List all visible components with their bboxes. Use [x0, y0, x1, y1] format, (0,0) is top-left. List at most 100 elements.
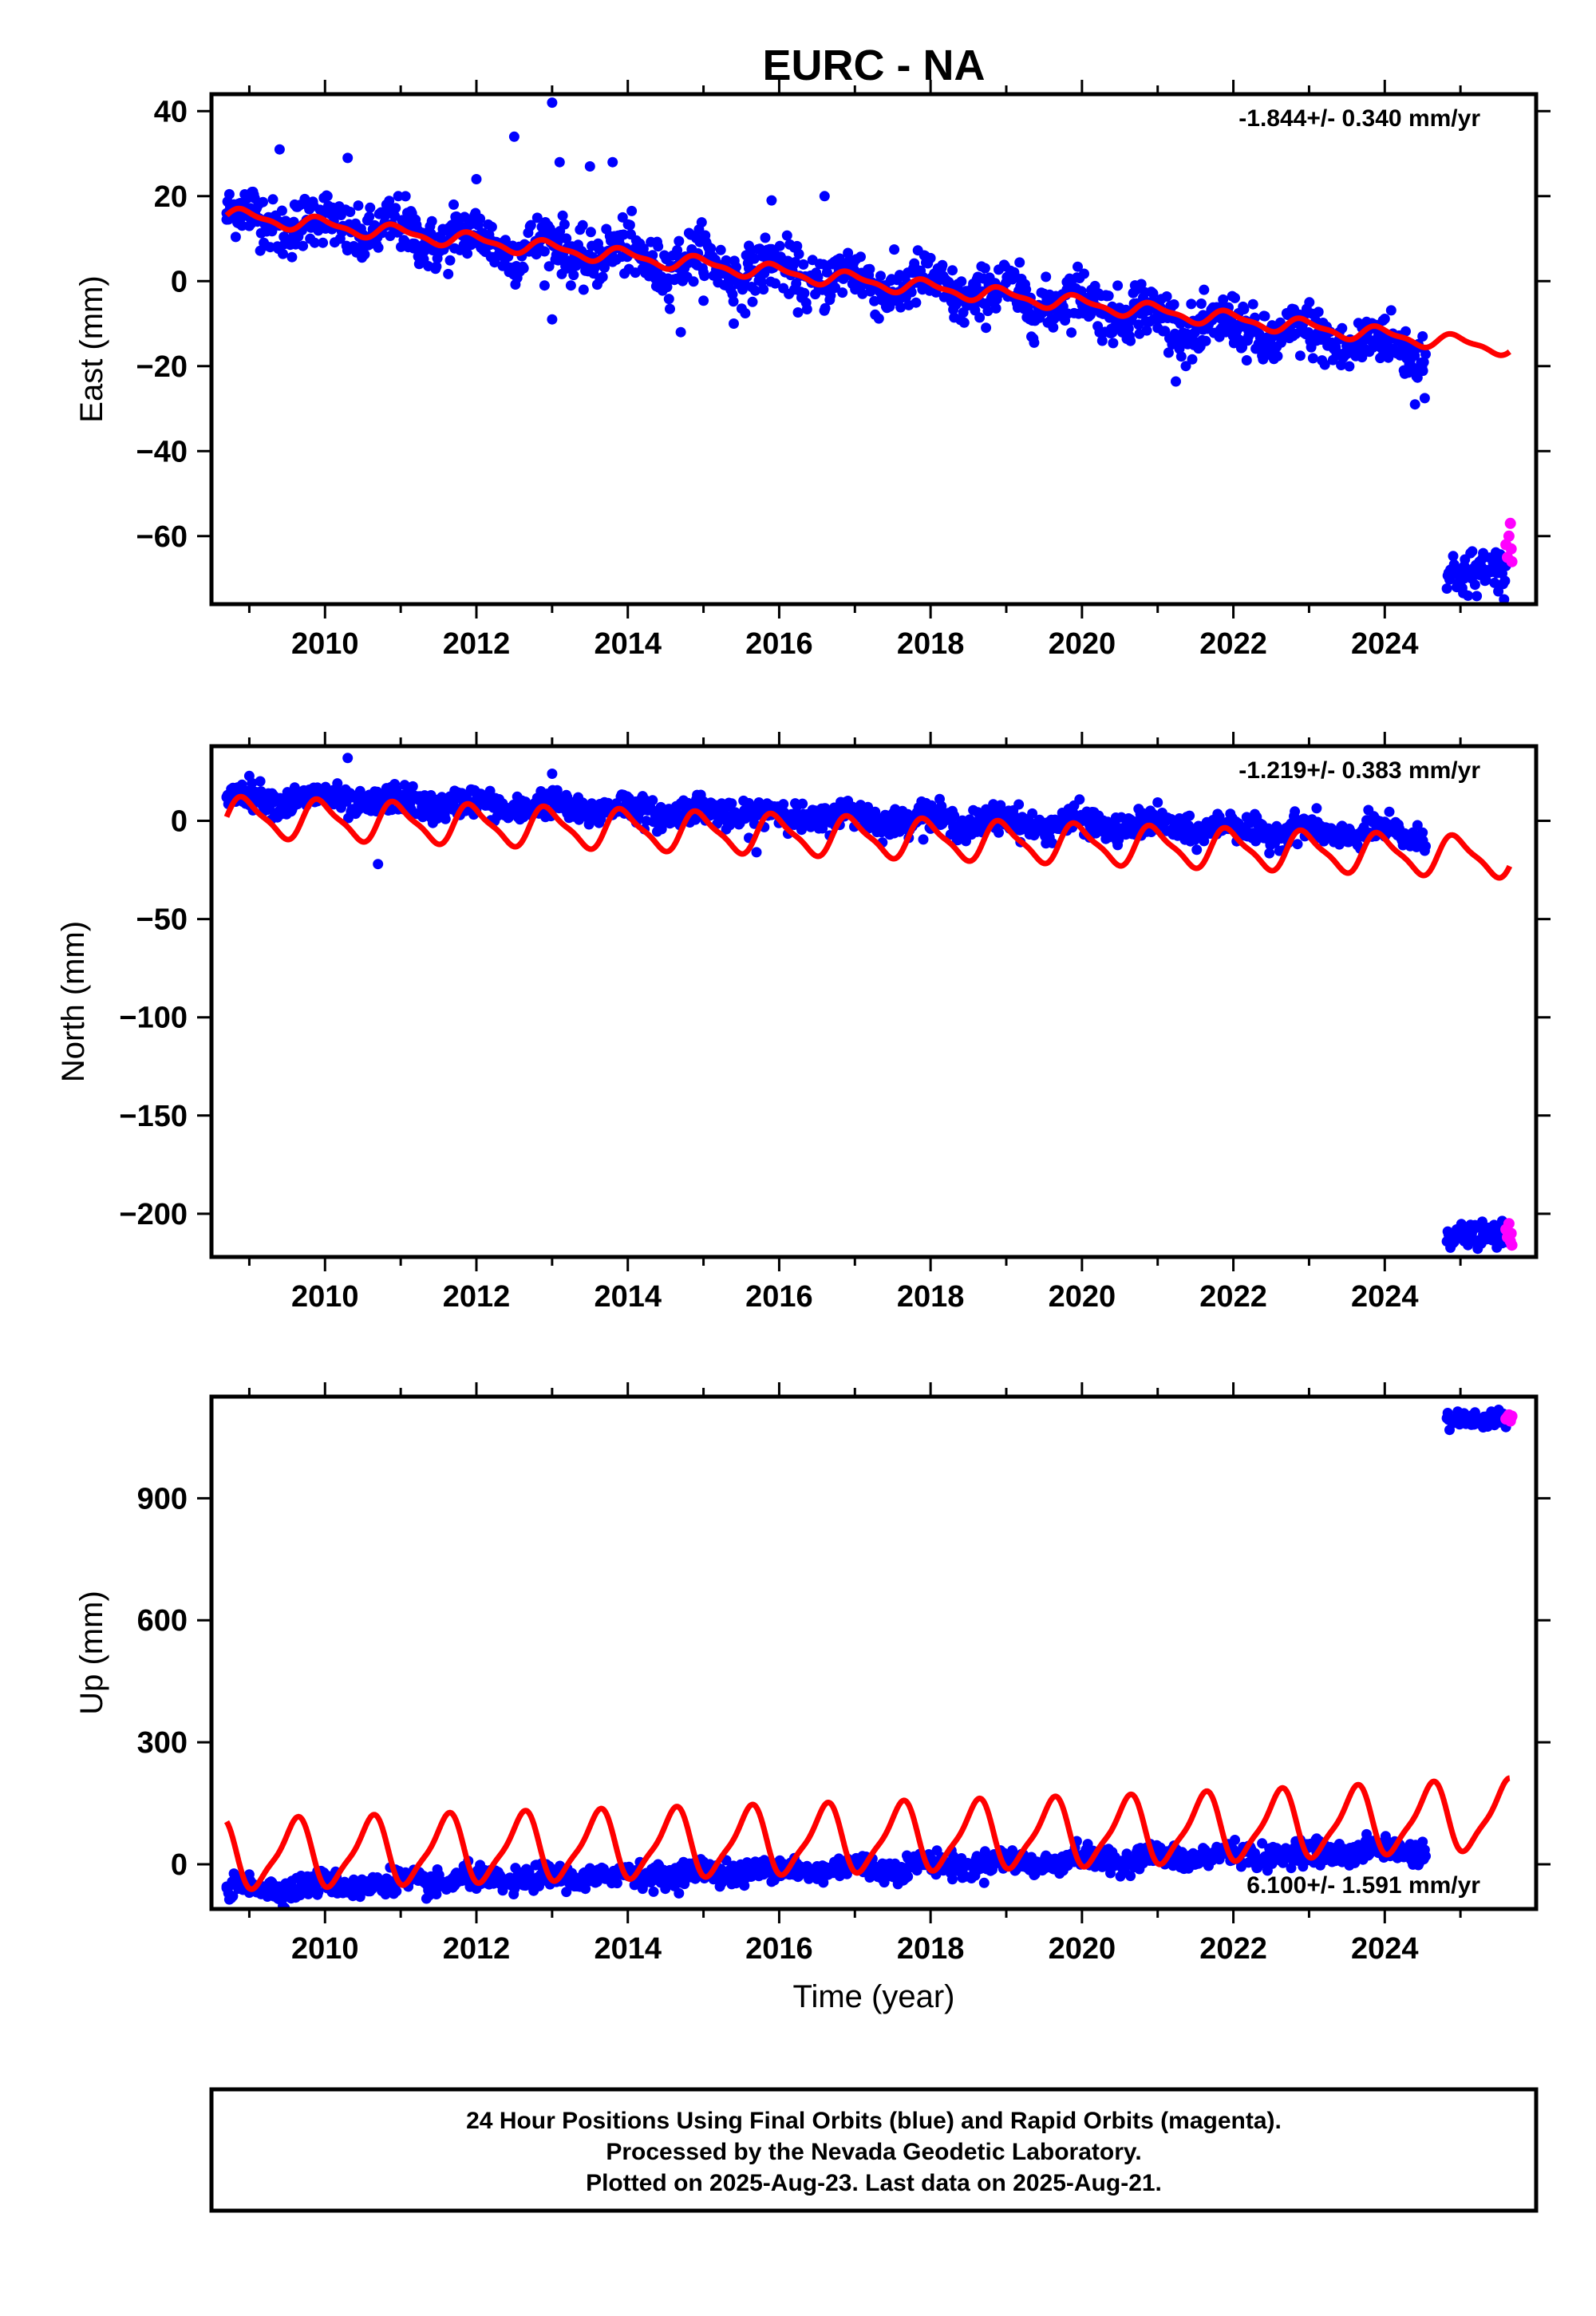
- east-final-point: [662, 282, 673, 293]
- east-final-point: [1016, 301, 1027, 312]
- east-final-point: [531, 212, 543, 223]
- east-rapid-point: [1504, 517, 1516, 529]
- north-x-tick-label: 2012: [443, 1280, 511, 1314]
- east-final-point: [688, 276, 699, 287]
- east-final-point: [653, 241, 664, 252]
- north-final-point: [221, 792, 232, 803]
- east-final-point: [906, 287, 917, 298]
- north-final-point: [647, 795, 658, 806]
- north-y-tick-label: −200: [119, 1198, 188, 1231]
- up-final-point: [970, 1859, 982, 1870]
- east-final-point: [236, 220, 247, 231]
- east-final-point: [1307, 353, 1318, 364]
- east-final-point: [1241, 355, 1252, 366]
- east-x-tick-label: 2024: [1351, 627, 1419, 661]
- east-final-point: [384, 196, 395, 207]
- east-final-point: [475, 213, 486, 224]
- east-final-point: [970, 280, 982, 291]
- east-plot-area: [221, 97, 1518, 604]
- east-final-point: [1141, 325, 1152, 336]
- east-x-tick-label: 2022: [1199, 627, 1267, 661]
- east-final-point: [1073, 261, 1083, 272]
- north-x-tick-label: 2024: [1351, 1280, 1419, 1314]
- east-final-point: [798, 259, 809, 270]
- east-final-point: [1319, 359, 1330, 370]
- east-final-point: [990, 302, 1001, 314]
- up-final-point: [1107, 1847, 1118, 1858]
- east-final-point: [1066, 327, 1077, 338]
- east-final-point: [1451, 582, 1462, 593]
- east-final-point: [568, 270, 579, 281]
- east-final-point: [626, 205, 638, 216]
- north-final-point: [744, 797, 754, 808]
- north-final-point: [1013, 799, 1025, 810]
- east-rapid-point: [1506, 555, 1518, 567]
- east-final-point: [1489, 577, 1500, 588]
- north-final-point: [1489, 1226, 1500, 1237]
- east-final-point: [1048, 322, 1059, 333]
- north-final-point: [425, 790, 437, 800]
- east-final-point: [790, 257, 800, 267]
- up-x-tick-label: 2010: [291, 1932, 359, 1966]
- up-final-point: [1417, 1836, 1428, 1848]
- north-final-point: [267, 788, 278, 799]
- up-x-tick-label: 2022: [1199, 1932, 1267, 1966]
- north-final-point: [751, 847, 762, 858]
- east-final-point: [562, 263, 573, 274]
- east-final-point: [322, 191, 333, 202]
- east-final-point: [1409, 350, 1420, 361]
- up-final-point: [648, 1886, 659, 1897]
- east-final-point: [958, 317, 970, 328]
- east-final-point: [1129, 280, 1140, 291]
- east-final-point: [286, 251, 298, 263]
- north-final-point: [653, 805, 664, 816]
- east-final-point: [1014, 257, 1025, 268]
- east-final-point: [597, 271, 608, 283]
- east-final-point: [1112, 280, 1124, 291]
- east-final-point: [1459, 560, 1470, 571]
- east-final-point: [895, 302, 907, 313]
- up-final-point: [1402, 1843, 1413, 1854]
- north-final-point: [1243, 827, 1254, 838]
- east-final-point: [403, 242, 414, 253]
- east-final-point: [312, 220, 323, 231]
- up-final-point: [674, 1887, 685, 1899]
- east-final-point: [1247, 298, 1258, 310]
- east-final-point: [1478, 547, 1489, 559]
- east-final-point: [578, 284, 589, 295]
- east-final-point: [947, 265, 958, 276]
- east-final-point: [1186, 298, 1197, 310]
- east-final-point: [267, 224, 278, 235]
- east-x-tick-label: 2012: [443, 627, 511, 661]
- north-final-point: [936, 800, 947, 812]
- east-final-point: [554, 156, 565, 168]
- east-final-point: [400, 191, 411, 202]
- east-final-point: [873, 313, 884, 324]
- north-final-point: [342, 753, 354, 764]
- east-final-point: [471, 174, 482, 184]
- north-final-point: [970, 820, 982, 830]
- east-final-point: [617, 211, 628, 223]
- east-final-point: [729, 318, 739, 329]
- north-x-tick-label: 2020: [1049, 1280, 1116, 1314]
- east-final-point: [508, 131, 519, 142]
- up-final-point: [689, 1873, 701, 1884]
- north-rate-label: -1.219+/- 0.383 mm/yr: [1238, 757, 1480, 784]
- north-x-tick-label: 2014: [594, 1280, 662, 1314]
- east-final-point: [675, 326, 686, 338]
- east-final-point: [1243, 331, 1254, 342]
- north-final-point: [255, 776, 266, 787]
- up-final-point: [1333, 1839, 1345, 1849]
- north-final-point: [1357, 825, 1368, 836]
- north-final-point: [1175, 825, 1186, 836]
- east-final-point: [1195, 298, 1207, 309]
- up-final-point: [1129, 1852, 1140, 1863]
- east-final-point: [267, 194, 279, 205]
- east-final-point: [539, 280, 550, 291]
- east-final-point: [607, 156, 618, 168]
- east-final-point: [1163, 347, 1174, 358]
- up-final-point: [494, 1873, 504, 1884]
- up-rate-label: 6.100+/- 1.591 mm/yr: [1246, 1872, 1480, 1899]
- north-final-point: [1047, 837, 1058, 848]
